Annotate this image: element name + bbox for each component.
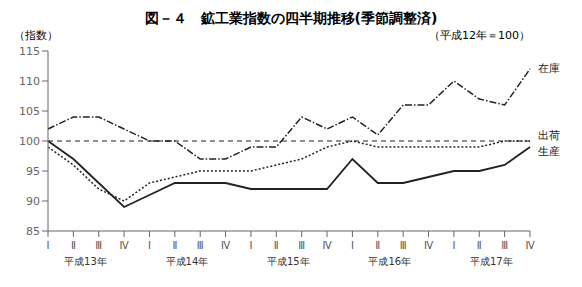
svg-text:Ⅱ: Ⅱ: [477, 240, 482, 251]
svg-text:Ⅰ: Ⅰ: [47, 240, 50, 251]
svg-text:Ⅳ: Ⅳ: [119, 240, 129, 251]
svg-text:Ⅳ: Ⅳ: [322, 240, 332, 251]
svg-text:Ⅲ: Ⅲ: [95, 240, 102, 251]
svg-text:平成17年: 平成17年: [470, 256, 513, 267]
svg-text:平成16年: 平成16年: [368, 256, 411, 267]
svg-text:Ⅲ: Ⅲ: [501, 240, 508, 251]
svg-text:105: 105: [19, 105, 40, 118]
svg-text:在庫: 在庫: [538, 62, 560, 75]
svg-text:Ⅲ: Ⅲ: [298, 240, 305, 251]
svg-text:Ⅰ: Ⅰ: [249, 240, 252, 251]
svg-text:Ⅳ: Ⅳ: [525, 240, 535, 251]
svg-text:85: 85: [26, 225, 40, 238]
svg-text:90: 90: [26, 195, 40, 208]
svg-text:Ⅰ: Ⅰ: [148, 240, 151, 251]
svg-text:100: 100: [19, 135, 40, 148]
svg-text:Ⅱ: Ⅱ: [172, 240, 177, 251]
svg-text:平成14年: 平成14年: [166, 256, 209, 267]
svg-text:110: 110: [19, 75, 40, 88]
svg-text:Ⅱ: Ⅱ: [375, 240, 380, 251]
svg-text:生産: 生産: [538, 145, 560, 158]
svg-text:平成13年: 平成13年: [64, 256, 107, 267]
html-text:（指数）: （指数）: [14, 29, 58, 42]
svg-text:Ⅲ: Ⅲ: [197, 240, 204, 251]
html-text:（平成12年＝100）: （平成12年＝100）: [429, 29, 530, 42]
svg-text:115: 115: [19, 45, 40, 58]
svg-text:Ⅳ: Ⅳ: [221, 240, 231, 251]
svg-text:Ⅰ: Ⅰ: [351, 240, 354, 251]
svg-text:平成15年: 平成15年: [267, 256, 310, 267]
svg-text:Ⅲ: Ⅲ: [400, 240, 407, 251]
svg-text:Ⅱ: Ⅱ: [71, 240, 76, 251]
svg-text:95: 95: [26, 165, 40, 178]
svg-text:Ⅳ: Ⅳ: [424, 240, 434, 251]
svg-text:出荷: 出荷: [538, 129, 560, 142]
svg-text:Ⅱ: Ⅱ: [274, 240, 279, 251]
html-text:図－４ 鉱工業指数の四半期推移(季節調整済): 図－４ 鉱工業指数の四半期推移(季節調整済): [144, 10, 438, 26]
svg-text:Ⅰ: Ⅰ: [452, 240, 455, 251]
